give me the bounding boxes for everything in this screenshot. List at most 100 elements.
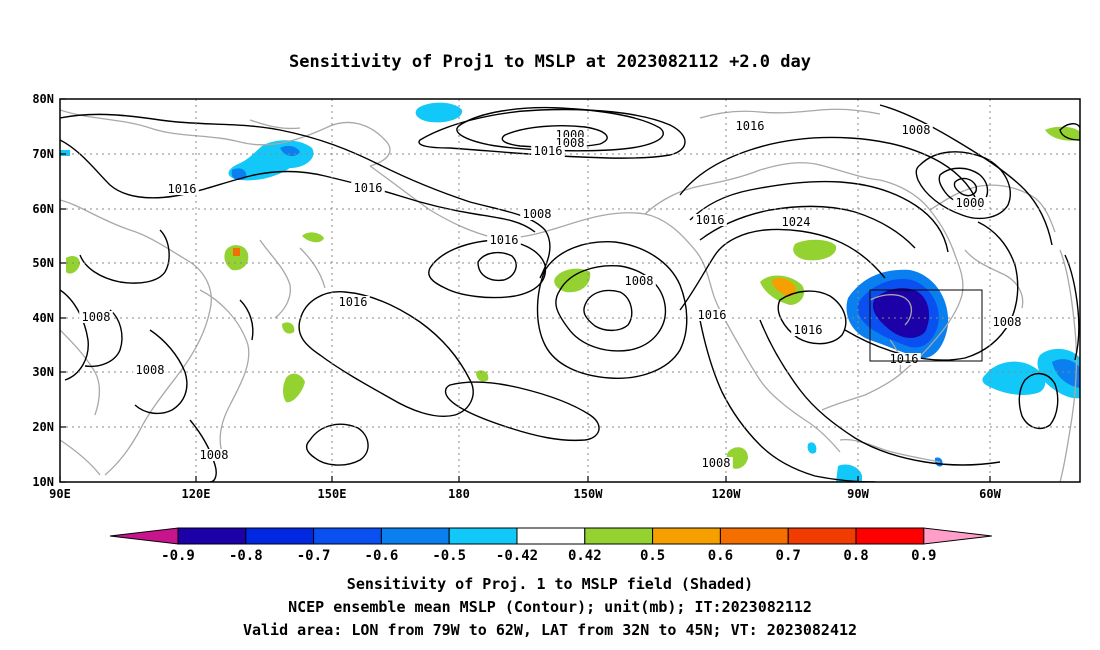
- contour-label-bg: [699, 457, 733, 469]
- colorbar-segment: [380, 527, 450, 545]
- colorbar-label: 0.6: [708, 548, 733, 564]
- contour-label: 1000: [956, 196, 985, 210]
- lon-tick-label: 60W: [979, 487, 1001, 501]
- colorbar-segment: [177, 527, 247, 545]
- contour-label-bg: [693, 214, 727, 226]
- contour-label: 1008: [625, 274, 654, 288]
- lat-tick-label: 60N: [32, 202, 54, 216]
- colorbar-label: -0.9: [161, 548, 195, 564]
- colorbar-segment: [652, 527, 721, 545]
- lon-tick-label: 90W: [847, 487, 869, 501]
- contour-label: 1008: [523, 207, 552, 221]
- lat-tick-label: 30N: [32, 365, 54, 379]
- contour-label-bg: [336, 296, 370, 308]
- colorbar-label: -0.5: [432, 548, 466, 564]
- contour-label: 1016: [696, 213, 725, 227]
- contour-label: 1016: [534, 144, 563, 158]
- shade-pos-2: [233, 248, 240, 256]
- contour-label-bg: [779, 216, 813, 228]
- colorbar-label: 0.9: [911, 548, 936, 564]
- shade-neg-small-1: [836, 464, 862, 482]
- contour-label-bg: [791, 324, 825, 336]
- contour-label: 1008: [993, 315, 1022, 329]
- lat-tick-label: 50N: [32, 256, 54, 270]
- contour-label: 1016: [354, 181, 383, 195]
- contour-label: 1008: [82, 310, 111, 324]
- contour-label-bg: [165, 183, 199, 195]
- contour-label-bg: [197, 449, 231, 461]
- mslp-contours: [60, 104, 1080, 482]
- lon-tick-label: 90E: [49, 487, 71, 501]
- contour-label: 1016: [794, 323, 823, 337]
- contour-label: 1008: [200, 448, 229, 462]
- colorbar-label: 0.42: [568, 548, 602, 564]
- colorbar-segment: [448, 527, 518, 545]
- colorbar-label: -0.7: [297, 548, 331, 564]
- contour-label: 1008: [136, 363, 165, 377]
- contour-label: 1016: [890, 352, 919, 366]
- lon-tick-label: 150W: [574, 487, 604, 501]
- shade-neg-small-2: [807, 442, 817, 454]
- coastlines: [60, 108, 1078, 482]
- contour-label: 1016: [698, 308, 727, 322]
- colorbar-segment: [313, 527, 382, 545]
- shade-atlantic-3: [1052, 359, 1080, 388]
- colorbar-low-end: [109, 527, 179, 545]
- map-title: Sensitivity of Proj1 to MSLP at 20230821…: [289, 52, 811, 72]
- caption-line-1: Sensitivity of Proj. 1 to MSLP field (Sh…: [347, 575, 753, 593]
- caption-line-3: Valid area: LON from 79W to 62W, LAT fro…: [243, 621, 857, 639]
- colorbar-segment: [855, 527, 925, 545]
- contour-label-bg: [133, 364, 167, 376]
- contour-label: 1016: [490, 233, 519, 247]
- colorbar: -0.9 -0.8 -0.7 -0.6 -0.5 -0.42 0.42 0.5 0.6 0.7 0.…: [109, 527, 992, 564]
- contour-label-bg: [531, 145, 565, 157]
- contour-label-bg: [79, 311, 113, 323]
- contour-label: 1016: [168, 182, 197, 196]
- lat-tick-label: 40N: [32, 311, 54, 325]
- longitude-ticks: 90E 120E 150E 180 150W 120W 90W 60W: [49, 476, 1002, 501]
- captions: Sensitivity of Proj. 1 to MSLP field (Sh…: [243, 575, 857, 639]
- contour-label-bg: [733, 120, 767, 132]
- colorbar-segment: [584, 527, 654, 545]
- lat-tick-label: 10N: [32, 475, 54, 489]
- shade-pos-5: [793, 239, 837, 261]
- contour-label: 1016: [736, 119, 765, 133]
- shade-arctic-1: [415, 102, 463, 123]
- contour-label: 1016: [339, 295, 368, 309]
- colorbar-label: -0.8: [229, 548, 263, 564]
- contour-label: 1008: [902, 123, 931, 137]
- latitude-ticks: 80N 70N 60N 50N 40N 30N 20N 10N: [32, 92, 66, 489]
- contour-label-bg: [487, 234, 521, 246]
- contour-label-bg: [990, 316, 1024, 328]
- colorbar-segment: [719, 527, 789, 545]
- colorbar-segment: [787, 527, 857, 545]
- colorbar-segment: [245, 527, 315, 545]
- contour-label-bg: [953, 197, 987, 209]
- caption-line-2: NCEP ensemble mean MSLP (Contour); unit(…: [288, 598, 812, 616]
- shade-pos-12: [282, 322, 295, 334]
- lon-tick-label: 180: [448, 487, 470, 501]
- shade-atlantic-1: [982, 361, 1046, 395]
- shade-pos-8: [283, 373, 305, 403]
- lon-tick-label: 120E: [182, 487, 211, 501]
- colorbar-label: -0.6: [365, 548, 399, 564]
- colorbar-high-end: [923, 527, 992, 545]
- lat-tick-label: 80N: [32, 92, 54, 106]
- colorbar-label: 0.7: [776, 548, 801, 564]
- colorbar-label: -0.42: [496, 548, 538, 564]
- contour-label-bg: [899, 124, 933, 136]
- graticule: [60, 99, 1080, 482]
- shade-pos-11: [66, 256, 80, 274]
- lon-tick-label: 120W: [712, 487, 742, 501]
- contour-label-bg: [695, 309, 729, 321]
- shade-pos-13: [476, 370, 489, 382]
- colorbar-label: 0.8: [843, 548, 868, 564]
- lat-tick-label: 20N: [32, 420, 54, 434]
- contour-label-bg: [351, 182, 385, 194]
- valid-area-box: [869, 289, 983, 362]
- contour-label-bg: [520, 208, 554, 220]
